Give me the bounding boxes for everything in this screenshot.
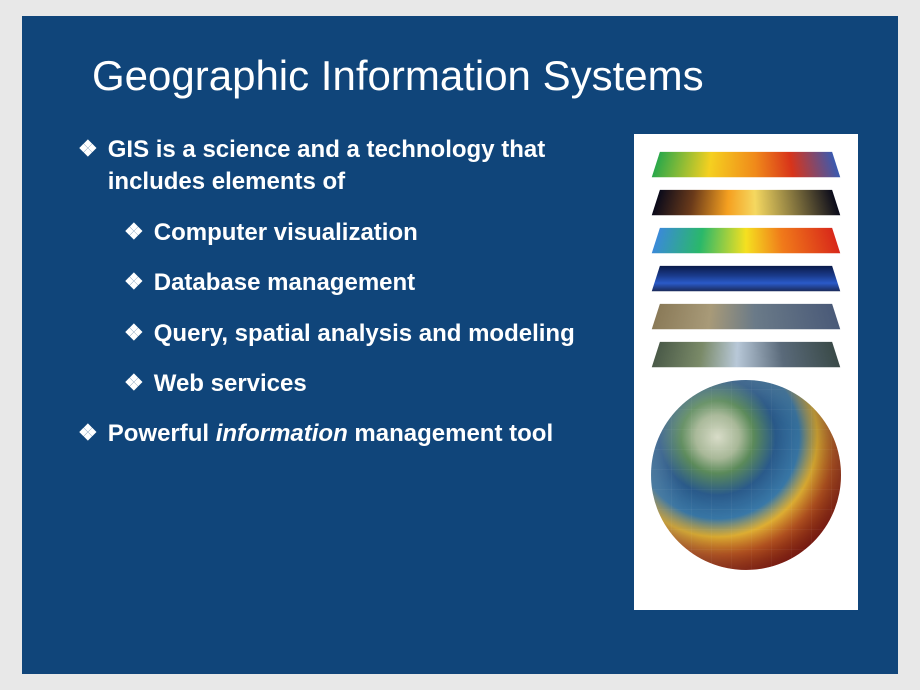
gis-layer <box>652 152 840 177</box>
text-segment: management tool <box>348 420 553 447</box>
bullet-level1: ❖ GIS is a science and a technology that… <box>78 134 616 199</box>
gis-layer <box>652 228 840 253</box>
diamond-bullet-icon: ❖ <box>124 368 144 400</box>
diamond-bullet-icon: ❖ <box>124 217 144 249</box>
diamond-bullet-icon: ❖ <box>78 418 98 450</box>
bullet-text: GIS is a science and a technology that i… <box>108 134 616 199</box>
gis-layers-image <box>634 134 858 610</box>
text-italic: information <box>216 420 348 447</box>
slide-content: ❖ GIS is a science and a technology that… <box>78 134 858 610</box>
diamond-bullet-icon: ❖ <box>124 318 144 350</box>
diamond-bullet-icon: ❖ <box>78 134 98 199</box>
bullet-level2: ❖ Web services <box>124 368 616 400</box>
bullet-text: Powerful information management tool <box>108 418 553 450</box>
gis-layer <box>652 304 840 329</box>
gis-layer <box>652 266 840 291</box>
bullet-text: Web services <box>154 368 307 400</box>
bullet-list: ❖ GIS is a science and a technology that… <box>78 134 616 610</box>
bullet-level2: ❖ Computer visualization <box>124 217 616 249</box>
text-segment: Powerful <box>108 420 216 447</box>
globe-icon <box>651 380 841 570</box>
slide-title: Geographic Information Systems <box>92 52 858 100</box>
bullet-level2: ❖ Database management <box>124 267 616 299</box>
slide: Geographic Information Systems ❖ GIS is … <box>22 16 898 674</box>
diamond-bullet-icon: ❖ <box>124 267 144 299</box>
gis-layer <box>652 342 840 367</box>
bullet-text: Database management <box>154 267 415 299</box>
gis-layer <box>652 190 840 215</box>
bullet-level1: ❖ Powerful information management tool <box>78 418 616 450</box>
bullet-level2: ❖ Query, spatial analysis and modeling <box>124 318 616 350</box>
bullet-text: Query, spatial analysis and modeling <box>154 318 575 350</box>
bullet-text: Computer visualization <box>154 217 418 249</box>
